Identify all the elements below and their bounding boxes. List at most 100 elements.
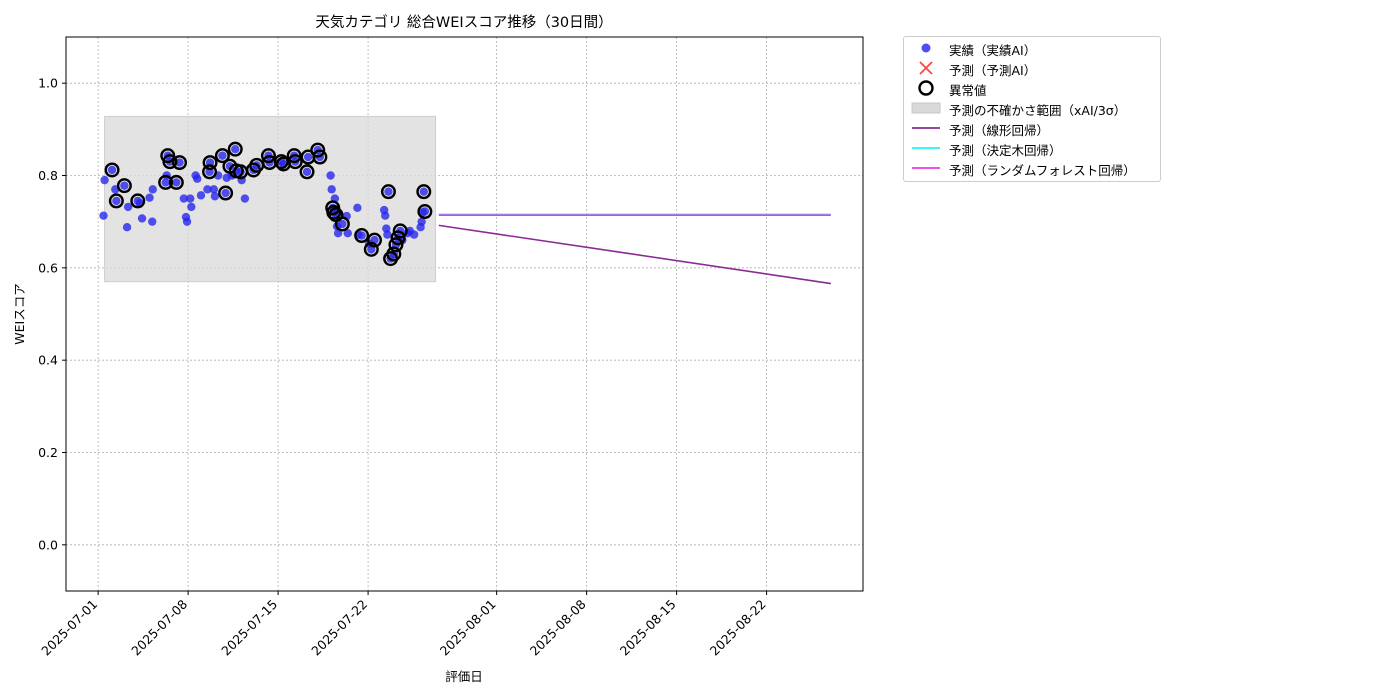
legend-label: 予測の不確かさ範囲（xAI/3σ） xyxy=(949,103,1127,118)
anomaly-ring xyxy=(388,237,404,253)
anomaly-ring xyxy=(214,148,230,164)
anomaly-rings xyxy=(104,141,433,267)
actual-point xyxy=(187,202,196,212)
cross-marker-icon xyxy=(919,61,933,75)
actual-point xyxy=(122,223,132,232)
actual-point xyxy=(123,202,133,212)
actual-point xyxy=(100,175,109,185)
anomaly-ring xyxy=(312,149,328,165)
actual-point xyxy=(161,178,170,187)
anomaly-ring xyxy=(326,204,342,220)
legend-label: 予測（ランダムフォレスト回帰） xyxy=(949,163,1136,178)
actual-point xyxy=(221,188,230,198)
actual-marker-icon xyxy=(921,43,931,53)
anomaly-ring xyxy=(104,162,120,178)
actual-point xyxy=(327,185,336,194)
anomaly-ring xyxy=(158,174,174,190)
actual-point xyxy=(210,192,220,201)
x-tick-label: 2025-08-08 xyxy=(527,596,589,658)
legend-item-actual: 実績（実績AI） xyxy=(904,38,1160,58)
anomaly-ring xyxy=(218,185,234,201)
legend-item-predicted: 予測（予測AI） xyxy=(904,58,1160,78)
actual-point xyxy=(231,144,240,154)
anomaly-ring xyxy=(260,148,276,164)
anomaly-ring xyxy=(287,154,303,170)
actual-point xyxy=(381,211,390,220)
legend-item-uncertainty: 予測の不確かさ範囲（xAI/3σ） xyxy=(904,98,1160,118)
actual-point xyxy=(384,187,393,196)
actual-point xyxy=(419,187,428,196)
anomaly-ring xyxy=(202,164,218,180)
actual-point xyxy=(172,178,181,187)
ring-marker-icon xyxy=(918,80,934,96)
anomaly-ring xyxy=(417,204,433,220)
y-axis: 0.0 0.2 0.4 0.6 0.8 1.0 xyxy=(38,76,66,552)
y-tick-label: 1.0 xyxy=(38,76,58,91)
plot-frame xyxy=(65,36,864,592)
anomaly-ring xyxy=(380,184,396,200)
actual-point xyxy=(303,152,313,162)
actual-point xyxy=(145,193,154,202)
x-axis-label: 評価日 xyxy=(445,669,483,684)
actual-point xyxy=(175,158,184,167)
actual-point xyxy=(383,230,392,239)
legend-item-forest: 予測（ランダムフォレスト回帰） xyxy=(904,158,1160,178)
actual-point xyxy=(196,191,206,200)
legend-item-linear: 予測（線形回帰） xyxy=(904,118,1160,138)
x-tick-label: 2025-08-01 xyxy=(437,597,499,659)
actual-point xyxy=(338,219,347,229)
actual-point xyxy=(181,212,191,222)
anomaly-ring xyxy=(108,193,124,209)
anomaly-ring xyxy=(162,154,178,170)
actual-point xyxy=(225,162,235,171)
actual-point xyxy=(409,230,419,239)
anomaly-ring xyxy=(273,154,289,170)
anomaly-ring xyxy=(310,142,326,158)
forecast-line-4 xyxy=(438,224,831,285)
actual-point xyxy=(99,211,108,220)
y-tick-label: 0.0 xyxy=(38,537,58,552)
legend: 実績（実績AI） 予測（予測AI） 異常値 予測の不確かさ範囲（xAI/3σ） … xyxy=(903,36,1161,182)
uncertainty-band xyxy=(104,115,437,283)
actual-point xyxy=(137,214,147,223)
anomaly-ring xyxy=(227,141,243,157)
anomaly-ring xyxy=(130,193,146,209)
actual-point xyxy=(209,185,219,194)
anomaly-ring xyxy=(392,223,408,239)
x-tick-label: 2025-07-08 xyxy=(128,596,190,658)
forest-line-icon xyxy=(912,167,940,169)
legend-item-anomaly: 異常値 xyxy=(904,78,1160,98)
legend-label: 異常値 xyxy=(949,83,987,98)
anomaly-ring xyxy=(363,241,379,257)
anomaly-ring xyxy=(367,232,383,248)
linear-line-icon xyxy=(912,127,940,129)
actual-point xyxy=(179,194,189,203)
legend-label: 予測（決定木回帰） xyxy=(949,143,1062,158)
legend-label: 実績（実績AI） xyxy=(949,43,1037,58)
legend-label: 予測（線形回帰） xyxy=(949,123,1050,138)
x-tick-label: 2025-07-15 xyxy=(218,597,280,659)
actual-point xyxy=(107,165,117,175)
actual-point xyxy=(148,217,157,226)
actual-point xyxy=(357,231,366,240)
anomaly-ring xyxy=(334,216,350,232)
chart-title: 天気カテゴリ 総合WEIスコア推移（30日間） xyxy=(315,13,612,31)
x-tick-label: 2025-08-15 xyxy=(617,597,679,659)
x-tick-label: 2025-07-01 xyxy=(38,597,100,659)
anomaly-ring xyxy=(390,230,406,246)
anomaly-ring xyxy=(299,164,315,180)
anomaly-ring xyxy=(386,246,402,262)
actual-point xyxy=(120,181,129,190)
anomaly-ring xyxy=(286,148,302,164)
actual-point xyxy=(420,207,430,216)
actual-point xyxy=(218,151,227,160)
x-tick-label: 2025-07-22 xyxy=(308,597,370,659)
x-axis: 2025-07-01 2025-07-08 2025-07-15 2025-07-22… xyxy=(38,591,769,659)
actual-point xyxy=(148,185,157,194)
y-tick-label: 0.4 xyxy=(38,353,58,368)
actual-point xyxy=(343,229,352,238)
actual-point xyxy=(326,171,335,180)
y-axis-label: WEIスコア xyxy=(12,283,27,344)
forecast-lines xyxy=(438,213,831,285)
